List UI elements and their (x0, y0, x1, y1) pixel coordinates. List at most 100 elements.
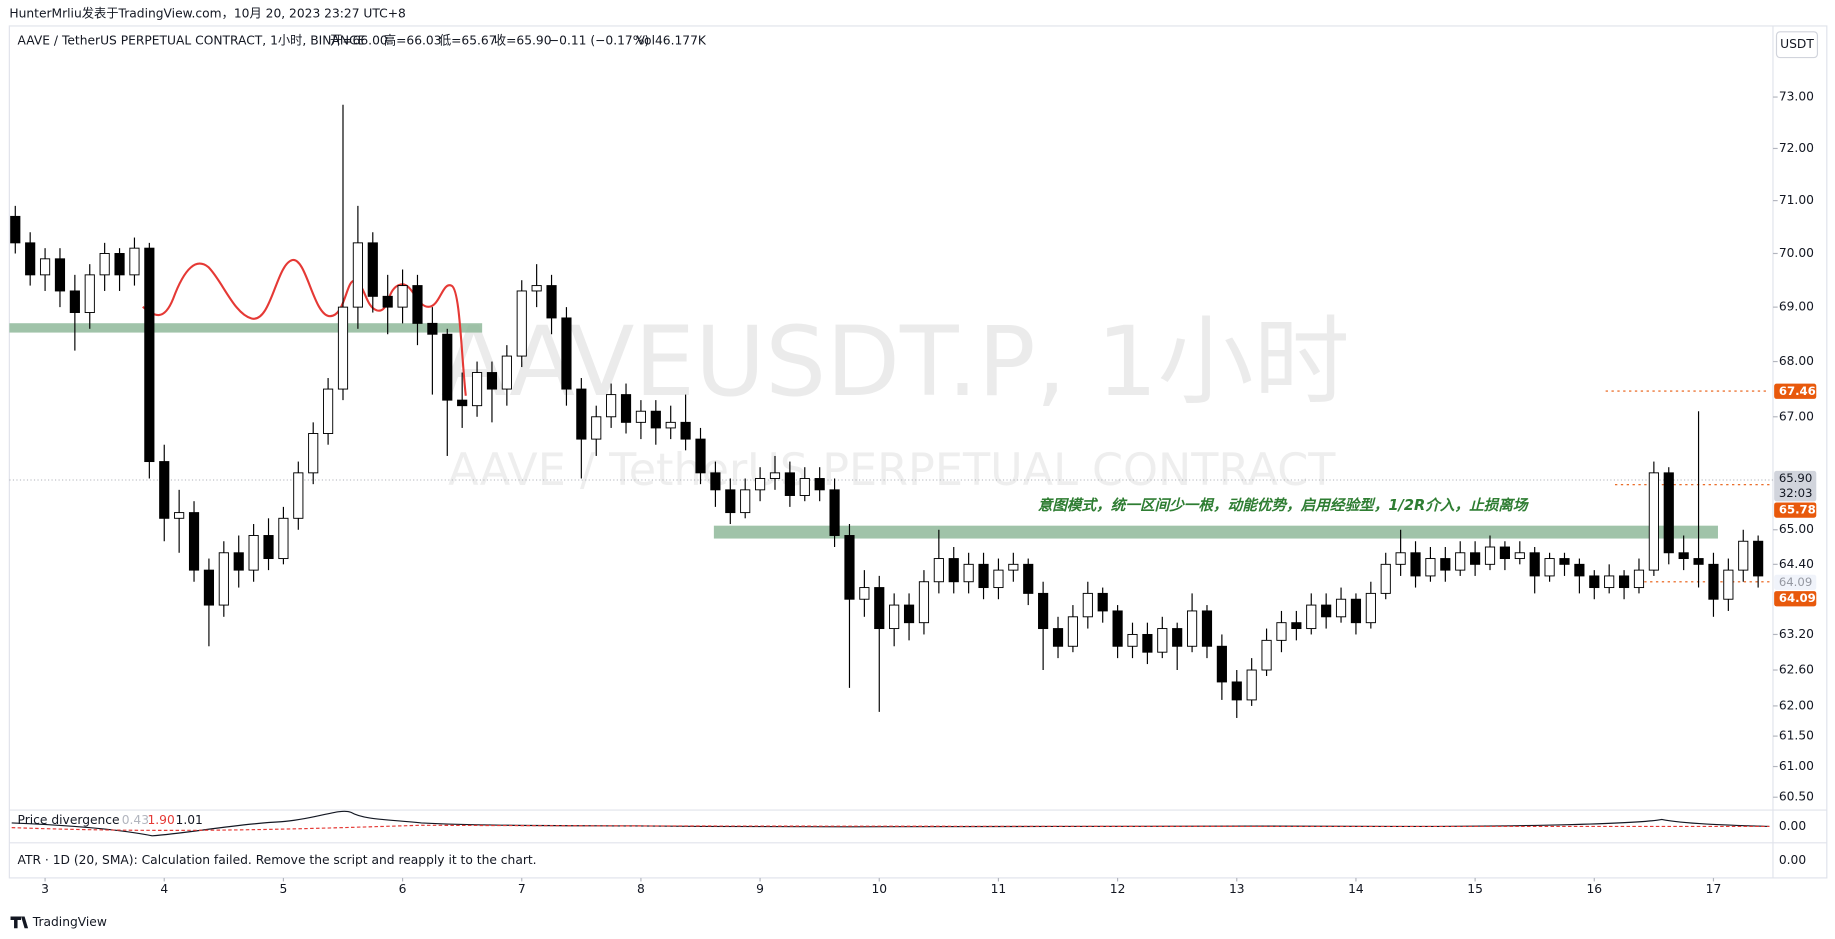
y-tick-label: 64.40 (1779, 557, 1814, 571)
candle-body (1589, 575, 1600, 589)
candle-body (1008, 563, 1019, 571)
candle-body (829, 489, 840, 536)
candle-body (1052, 628, 1064, 647)
volume: Vol46.177K (637, 34, 707, 48)
candle-body (1544, 558, 1555, 577)
candle-body (784, 472, 795, 496)
pane-axis-label: 0.00 (1779, 819, 1806, 833)
x-tick-label: 13 (1229, 882, 1245, 896)
y-tick-label: 67.00 (1779, 409, 1814, 423)
candle-body (933, 558, 944, 583)
candle-body (1380, 563, 1391, 594)
indicator-name: Price divergence (18, 813, 120, 827)
candle-body (1678, 552, 1689, 560)
candle-body (710, 472, 721, 491)
wave-drawing (142, 258, 467, 396)
x-tick-label: 14 (1348, 882, 1364, 896)
y-tick-label: 69.00 (1779, 300, 1814, 314)
candle-body (874, 587, 885, 630)
candle-body (218, 552, 229, 606)
zone-band (713, 525, 1718, 539)
candle-body (1216, 645, 1227, 683)
candle-body (99, 253, 110, 276)
candle-body (1395, 552, 1406, 565)
price-marker-label: 64.09 (1779, 575, 1812, 589)
candle-body (1172, 628, 1183, 647)
y-tick-label: 65.00 (1779, 522, 1814, 536)
x-tick-label: 8 (637, 882, 645, 896)
candle-body (1157, 628, 1168, 653)
x-tick-label: 15 (1467, 882, 1483, 896)
price-marker-label: 65.78 (1779, 503, 1816, 517)
chart-frame (8, 25, 1828, 879)
candle-body (769, 472, 781, 479)
candle-body (1306, 604, 1317, 630)
y-tick-label: 70.00 (1779, 246, 1814, 260)
candle-body (1753, 540, 1764, 577)
high: 高=66.03 (384, 33, 442, 48)
candle-body (25, 242, 36, 276)
candle-body (978, 563, 989, 589)
candle-body (1604, 575, 1615, 589)
candle-body (1365, 592, 1376, 624)
price-marker (1774, 502, 1817, 518)
candle-body (1231, 681, 1242, 701)
candle-body (635, 410, 647, 423)
low: 低=65.67 (439, 34, 497, 48)
candle-body (680, 421, 691, 440)
candle-body (144, 247, 155, 463)
candle-body (1514, 552, 1525, 560)
candle-body (1246, 669, 1257, 701)
candle-body (69, 290, 80, 314)
candle-body (1276, 622, 1287, 641)
candle-body (1440, 558, 1451, 571)
candle-body (561, 317, 572, 390)
candle-body (918, 581, 930, 624)
candle-body (367, 242, 378, 297)
y-tick-label: 61.00 (1779, 759, 1814, 773)
candle-body (352, 242, 363, 308)
candle-body (188, 512, 200, 571)
y-tick-label: 63.20 (1779, 627, 1814, 641)
x-tick-label: 16 (1586, 882, 1602, 896)
candle-body (1529, 552, 1540, 577)
currency-label[interactable]: USDT (1780, 37, 1814, 51)
x-tick-label: 7 (518, 882, 526, 896)
candle-body (501, 355, 512, 390)
x-tick-label: 4 (160, 882, 168, 896)
candle-body (695, 438, 706, 474)
x-tick-label: 9 (756, 882, 764, 896)
y-tick-label: 73.00 (1779, 90, 1814, 104)
candle-body (293, 472, 304, 519)
currency-button[interactable] (1775, 31, 1819, 59)
candle-body (546, 285, 557, 319)
candle-body (740, 489, 751, 514)
atr-message: ATR · 1D (20, SMA): Calculation failed. … (18, 853, 537, 867)
annotation: 意图模式，统一区间少一根，动能优势，启用经验型，1/2R介入，止损离场 (1038, 497, 1530, 514)
candle-body (889, 604, 900, 630)
candle-body (10, 215, 21, 244)
price-marker (1774, 574, 1817, 590)
candle-body (263, 535, 274, 560)
candle-body (1648, 472, 1659, 571)
candle-body (1455, 552, 1466, 571)
y-tick-label: 61.50 (1779, 729, 1814, 743)
x-tick-label: 10 (871, 882, 887, 896)
candle-body (844, 535, 855, 600)
open: 开=66.00 (330, 34, 388, 48)
candle-body (1499, 546, 1510, 560)
candle-body (725, 489, 736, 514)
candle-body (1023, 563, 1034, 594)
candle-body (1470, 552, 1481, 565)
candle-body (174, 512, 185, 519)
x-tick-label: 3 (41, 882, 49, 896)
candle-body (397, 285, 408, 308)
candle-body (323, 388, 334, 434)
candle-body (1574, 563, 1585, 577)
candle-body (1693, 558, 1704, 565)
x-tick-label: 6 (399, 882, 407, 896)
indicator-value: 1.90 (147, 813, 174, 827)
pane-axis-label: 0.00 (1779, 853, 1806, 867)
footer-brand: TradingView (32, 915, 107, 929)
